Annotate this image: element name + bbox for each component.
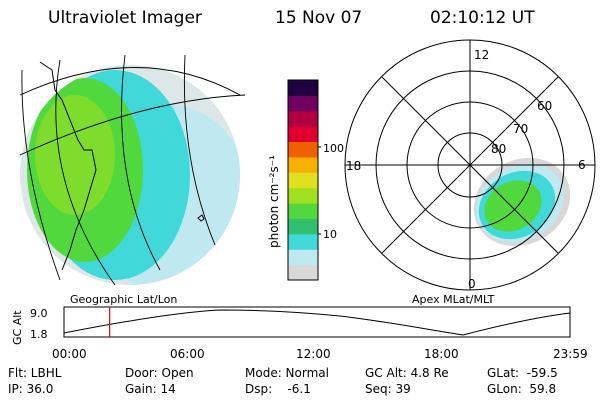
polar-lat-label-70: 70 <box>513 122 528 136</box>
colorbar-segment <box>288 172 318 189</box>
polar-mlt-label-6: 6 <box>578 158 586 172</box>
geographic-caption: Geographic Lat/Lon <box>70 293 177 306</box>
altitude-xtick: 18:00 <box>424 347 459 361</box>
colorbar <box>287 79 319 281</box>
status-dsp: Dsp: -6.1 <box>245 382 311 396</box>
status-gain: Gain: 14 <box>125 382 176 396</box>
altitude-curve <box>63 309 571 336</box>
altitude-ytick-1_8: 1.8 <box>30 328 48 341</box>
altitude-xtick: 06:00 <box>170 347 205 361</box>
colorbar-tick-10: 10 <box>323 228 337 241</box>
altitude-xtick: 00:00 <box>52 347 87 361</box>
colorbar-segment <box>288 218 318 235</box>
altitude-plot-frame <box>63 306 571 338</box>
status-mode: Mode: Normal <box>245 366 329 380</box>
altitude-xtick: 12:00 <box>296 347 331 361</box>
geo-grid <box>19 54 246 286</box>
altitude-ylabel: GC Alt <box>11 310 24 345</box>
status-ip: IP: 36.0 <box>8 382 54 396</box>
geographic-image <box>20 65 240 285</box>
colorbar-segment <box>288 249 318 266</box>
polar-aurora <box>473 157 571 247</box>
polar-mlt-label-0: 0 <box>468 277 476 291</box>
colorbar-tick-100: 100 <box>323 142 344 155</box>
status-seq: Seq: 39 <box>365 382 411 396</box>
polar-lat-label-60: 60 <box>537 99 552 113</box>
colorbar-segment <box>288 95 318 112</box>
colorbar-frame <box>287 79 319 281</box>
polar-mlt-label-18: 18 <box>346 159 361 173</box>
colorbar-segment <box>288 187 318 204</box>
colorbar-segment <box>288 80 318 96</box>
status-glat: GLat: -59.5 <box>487 366 558 380</box>
colorbar-unit-label: photon cm⁻²s⁻¹ <box>267 155 281 248</box>
status-door: Door: Open <box>125 366 194 380</box>
altitude-ytick-9: 9.0 <box>30 307 48 320</box>
colorbar-segment <box>288 110 318 127</box>
time-label: 02:10:12 UT <box>430 8 535 28</box>
altitude-xtick: 23:59 <box>553 347 588 361</box>
instrument-title: Ultraviolet Imager <box>48 8 202 28</box>
colorbar-segment <box>288 264 318 281</box>
polar-grid <box>344 39 596 291</box>
status-flt: Flt: LBHL <box>8 366 62 380</box>
coast-feature <box>197 214 205 222</box>
colorbar-segment <box>288 203 318 219</box>
polar-lat-label-80: 80 <box>491 142 506 156</box>
status-glon: GLon: 59.8 <box>487 382 557 396</box>
polar-mlt-label-12: 12 <box>474 48 489 62</box>
colorbar-segment <box>288 126 318 143</box>
colorbar-segment <box>288 156 318 173</box>
colorbar-segment <box>288 141 318 158</box>
apex-caption: Apex MLat/MLT <box>412 293 495 306</box>
status-gc-alt: GC Alt: 4.8 Re <box>365 366 449 380</box>
date-label: 15 Nov 07 <box>275 8 363 28</box>
colorbar-segment <box>288 233 318 250</box>
